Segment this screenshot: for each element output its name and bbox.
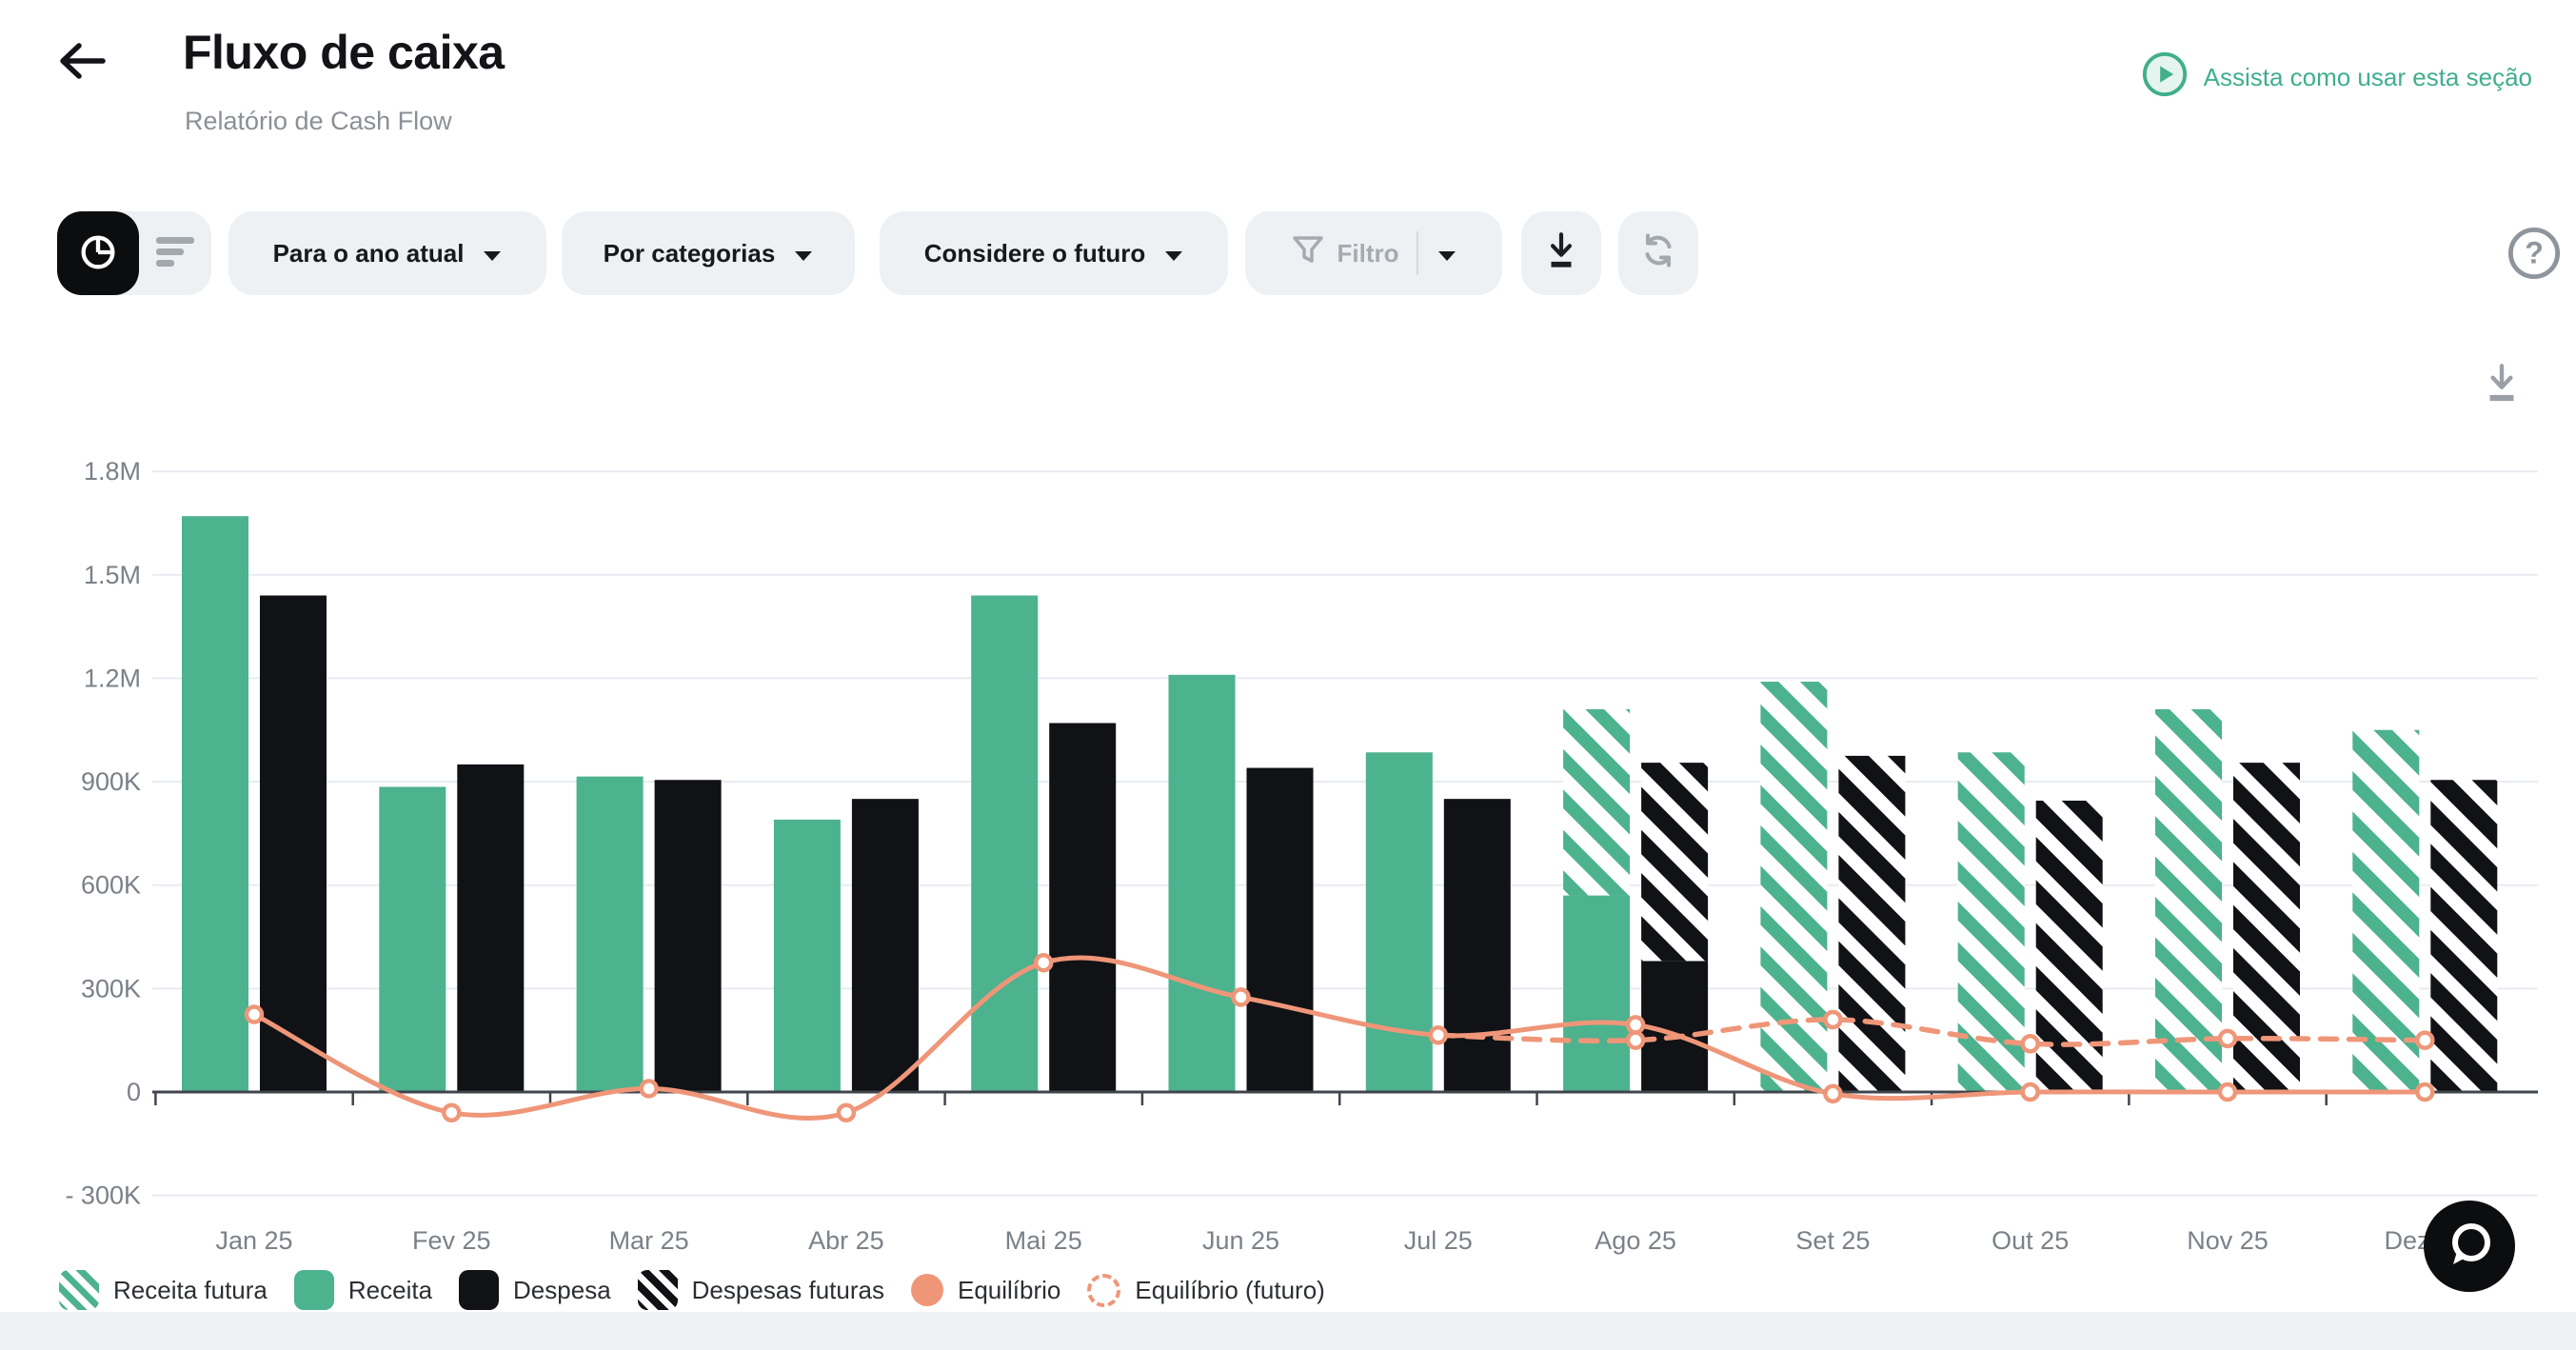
green-solid-swatch-icon xyxy=(293,1270,334,1310)
black-hatch-swatch-icon xyxy=(637,1270,678,1310)
svg-text:900K: 900K xyxy=(81,767,141,796)
future-dropdown-label: Considere o futuro xyxy=(923,238,1146,268)
page-title: Fluxo de caixa xyxy=(183,26,505,79)
chart-type-pie-button[interactable] xyxy=(57,211,139,295)
back-button[interactable] xyxy=(55,38,109,84)
page-bottom-strip xyxy=(0,1312,2576,1350)
expense-bars[interactable] xyxy=(260,595,2498,1092)
back-arrow-icon xyxy=(55,43,109,87)
cashflow-chart[interactable]: 1.8M 1.5M 1.2M 900K 600K 300K 0 - 300K Jan 25 Fe… xyxy=(0,438,2576,1276)
legend-item-black-solid[interactable]: Despesa xyxy=(459,1270,611,1310)
svg-text:Ago 25: Ago 25 xyxy=(1595,1226,1676,1255)
svg-text:Mar 25: Mar 25 xyxy=(609,1226,689,1255)
refresh-button[interactable] xyxy=(1618,211,1698,295)
chat-fab-button[interactable] xyxy=(2424,1201,2515,1292)
y-grid: 1.8M 1.5M 1.2M 900K 600K 300K 0 - 300K xyxy=(65,457,2538,1210)
svg-text:Abr 25: Abr 25 xyxy=(808,1226,884,1255)
future-dropdown[interactable]: Considere o futuro xyxy=(880,211,1228,295)
svg-text:Set 25: Set 25 xyxy=(1795,1226,1870,1255)
chevron-down-icon xyxy=(1164,239,1183,268)
svg-text:Jan 25: Jan 25 xyxy=(215,1226,292,1255)
chevron-down-icon xyxy=(1437,239,1456,268)
svg-text:?: ? xyxy=(2525,236,2544,270)
svg-text:Jul 25: Jul 25 xyxy=(1404,1226,1473,1255)
svg-text:Out 25: Out 25 xyxy=(1991,1226,2069,1255)
legend-label: Receita futura xyxy=(113,1275,268,1304)
question-mark-icon: ? xyxy=(2506,227,2563,285)
legend-item-green-solid[interactable]: Receita xyxy=(293,1270,433,1310)
refresh-icon xyxy=(1639,231,1677,276)
svg-text:600K: 600K xyxy=(81,871,141,900)
orange-dot-swatch-icon xyxy=(910,1274,943,1306)
download-icon xyxy=(2479,363,2525,410)
filter-label: Filtro xyxy=(1337,238,1399,268)
pie-chart-icon xyxy=(76,230,120,277)
green-hatch-swatch-icon xyxy=(59,1270,99,1310)
svg-text:Mai 25: Mai 25 xyxy=(1005,1226,1082,1255)
legend-item-black-hatch[interactable]: Despesas futuras xyxy=(637,1270,884,1310)
grouping-dropdown[interactable]: Por categorias xyxy=(562,211,855,295)
bar-list-icon xyxy=(154,235,196,272)
legend-item-orange-dot[interactable]: Equilíbrio xyxy=(910,1274,1061,1306)
svg-text:Nov 25: Nov 25 xyxy=(2187,1226,2269,1255)
equilibrium-line[interactable] xyxy=(252,955,2426,1122)
funnel-icon xyxy=(1292,235,1324,272)
legend-item-orange-dash[interactable]: Equilíbrio (futuro) xyxy=(1087,1273,1325,1307)
legend-item-green-hatch[interactable]: Receita futura xyxy=(59,1270,268,1310)
svg-text:1.2M: 1.2M xyxy=(84,664,141,692)
legend-label: Despesa xyxy=(513,1275,611,1304)
download-icon xyxy=(1543,230,1579,277)
grouping-dropdown-label: Por categorias xyxy=(603,238,776,268)
chart-legend: Receita futura Receita Despesa Despesas fut… xyxy=(59,1270,1325,1310)
svg-text:1.5M: 1.5M xyxy=(84,561,141,589)
legend-label: Equilíbrio xyxy=(957,1275,1061,1304)
help-button[interactable]: ? xyxy=(2506,225,2563,282)
svg-text:300K: 300K xyxy=(81,974,141,1003)
chart-type-toggle xyxy=(57,211,211,295)
chevron-down-icon xyxy=(794,239,813,268)
legend-label: Equilíbrio (futuro) xyxy=(1135,1275,1325,1304)
revenue-bars[interactable] xyxy=(182,516,2420,1092)
chat-bubble-icon xyxy=(2424,1201,2515,1295)
svg-text:Jun 25: Jun 25 xyxy=(1202,1226,1279,1255)
legend-label: Receita xyxy=(347,1275,433,1304)
period-dropdown[interactable]: Para o ano atual xyxy=(228,211,546,295)
watch-tutorial-label: Assista como usar esta seção xyxy=(2203,63,2532,91)
svg-text:1.8M: 1.8M xyxy=(84,457,141,486)
watch-tutorial-link[interactable]: Assista como usar esta seção xyxy=(2135,50,2538,106)
x-labels: Jan 25 Fev 25 Mar 25 Abr 25 Mai 25 Jun 25 Jul … xyxy=(215,1226,2466,1255)
chart-type-bars-button[interactable] xyxy=(139,211,211,295)
period-dropdown-label: Para o ano atual xyxy=(272,238,465,268)
chart-download-button[interactable] xyxy=(2475,358,2528,411)
export-download-button[interactable] xyxy=(1521,211,1601,295)
orange-dash-swatch-icon xyxy=(1087,1273,1121,1307)
black-solid-swatch-icon xyxy=(459,1270,500,1310)
chevron-down-icon xyxy=(483,239,502,268)
equilibrium-markers[interactable] xyxy=(244,952,2435,1122)
svg-text:- 300K: - 300K xyxy=(65,1181,141,1210)
svg-text:Fev 25: Fev 25 xyxy=(412,1226,491,1255)
divider xyxy=(1416,231,1418,275)
svg-text:0: 0 xyxy=(127,1078,141,1106)
page-subtitle: Relatório de Cash Flow xyxy=(185,107,452,135)
filter-button[interactable]: Filtro xyxy=(1245,211,1502,295)
equilibrium-future-line[interactable] xyxy=(1436,1017,2428,1047)
legend-label: Despesas futuras xyxy=(691,1275,884,1304)
play-circle-icon xyxy=(2141,50,2189,105)
